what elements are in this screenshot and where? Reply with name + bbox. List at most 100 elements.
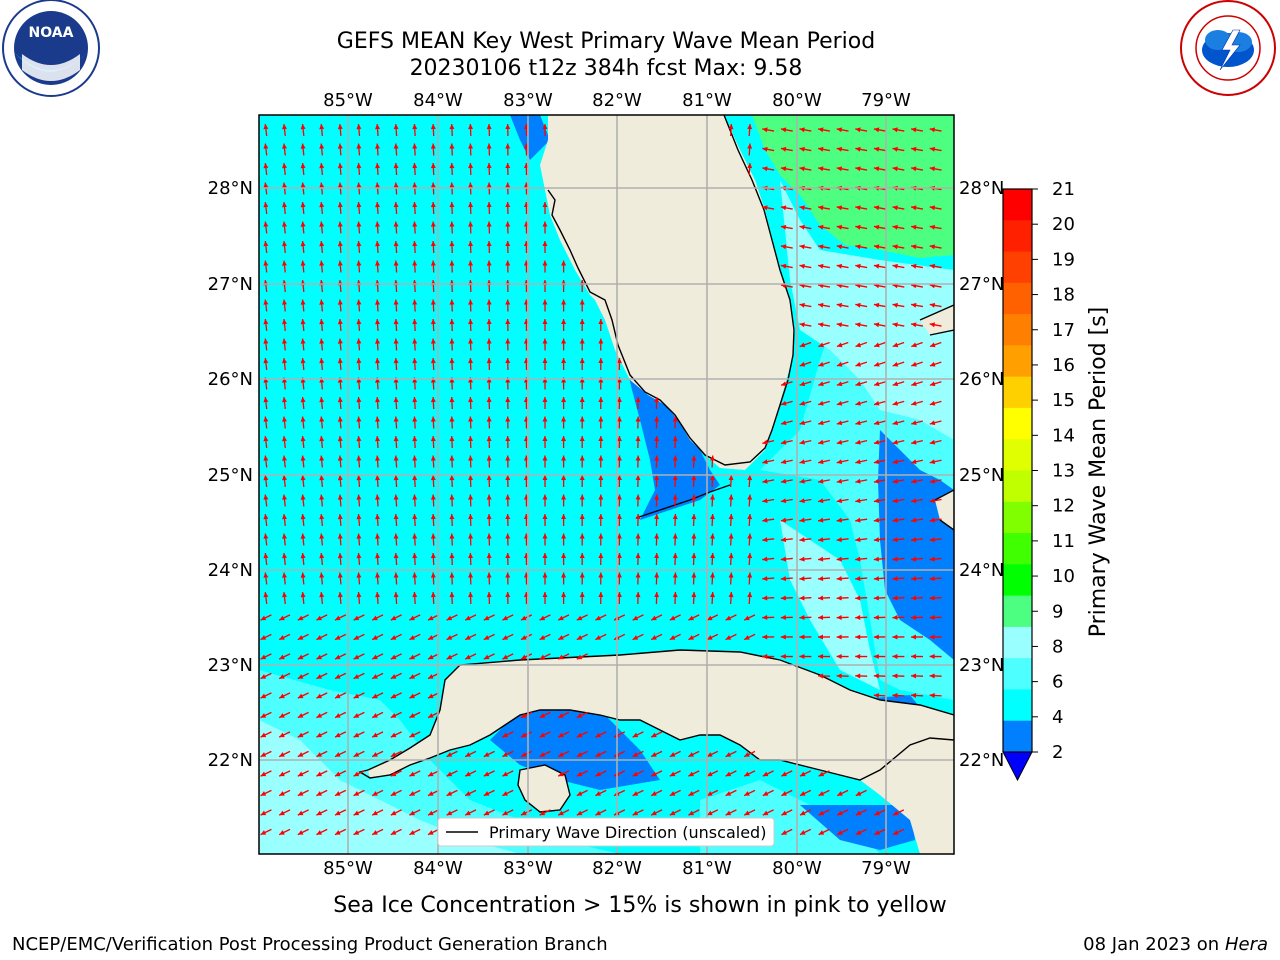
wave-arrowhead [409, 635, 415, 640]
wave-arrowhead [334, 693, 341, 699]
wave-arrowhead [372, 732, 378, 738]
wave-arrowhead [873, 692, 879, 698]
wave-arrowhead [929, 381, 936, 387]
wave-arrowhead [334, 752, 341, 757]
wave-arrowhead [781, 810, 787, 816]
wave-arrowhead [356, 455, 362, 461]
wave-arrowhead [744, 810, 750, 816]
wave-arrowhead [334, 732, 341, 738]
wave-arrowhead [635, 553, 641, 559]
wave-arrowhead [654, 494, 660, 500]
wave-arrowhead [747, 533, 753, 539]
wave-arrowhead [430, 572, 436, 578]
wave-arrowhead [873, 459, 880, 465]
wave-arrowhead [706, 791, 713, 796]
wave-arrowhead [334, 615, 341, 621]
wave-arrowhead [412, 260, 418, 266]
wave-arrowhead [356, 553, 362, 559]
wave-arrowhead [616, 416, 622, 422]
wave-arrowhead [929, 634, 935, 640]
wave-arrowhead [911, 166, 917, 172]
wave-arrowhead [505, 202, 511, 208]
colorbar-tick-label: 18 [1052, 285, 1075, 306]
lon-tick-top: 81°W [682, 90, 732, 111]
wave-arrowhead [412, 592, 418, 598]
colorbar-segment [1003, 564, 1032, 597]
wave-arrowhead [799, 537, 805, 543]
wave-arrowhead [353, 791, 360, 796]
wave-arrowhead [393, 358, 399, 364]
wave-arrowhead [836, 224, 843, 230]
wave-arrowhead [762, 771, 769, 777]
wave-arrowhead [598, 533, 604, 539]
wave-arrowhead [561, 494, 567, 500]
wave-arrowhead [539, 635, 546, 640]
wave-arrowhead [539, 810, 546, 816]
wave-arrowhead [542, 358, 548, 364]
wave-arrowhead [542, 592, 548, 598]
wave-arrowhead [282, 124, 287, 130]
wave-arrowhead [855, 224, 861, 230]
wave-arrowhead [855, 556, 861, 562]
wave-arrowhead [505, 416, 511, 422]
wave-arrowhead [375, 163, 381, 169]
wave-arrowhead [635, 514, 641, 520]
wave-arrowhead [263, 163, 269, 169]
wave-arrowhead [263, 592, 269, 598]
wave-arrowhead [762, 810, 769, 816]
wave-arrowhead [818, 830, 825, 835]
wave-arrowhead [263, 455, 269, 461]
wave-arrowhead [337, 221, 343, 227]
wave-arrowhead [393, 592, 399, 598]
wave-arrowhead [855, 459, 861, 465]
wave-arrowhead [260, 732, 267, 738]
wave-arrowhead [818, 361, 824, 367]
wave-arrowhead [836, 322, 843, 328]
wave-arrowhead [836, 127, 843, 133]
wave-arrowhead [911, 244, 917, 250]
wave-arrowhead [747, 592, 753, 598]
wave-arrowhead [263, 436, 269, 442]
wave-arrowhead [874, 810, 880, 816]
colorbar-tick-label: 13 [1052, 461, 1075, 482]
wave-arrowhead [855, 595, 861, 601]
wave-arrowhead [337, 436, 343, 442]
noaa-logo: NOAA [2, 0, 100, 97]
wave-arrowhead [911, 498, 917, 504]
wave-arrowhead [334, 830, 341, 835]
wave-arrowhead [468, 397, 474, 403]
wave-arrowhead [430, 553, 436, 559]
wave-arrowhead [430, 475, 436, 481]
wave-arrowhead [505, 514, 511, 520]
wave-arrowhead [505, 397, 511, 403]
wave-arrowhead [427, 713, 434, 718]
wave-arrowhead [911, 381, 917, 387]
wave-arrowhead [892, 576, 898, 582]
wave-arrowhead [892, 556, 898, 562]
wave-arrowhead [558, 771, 564, 777]
wave-arrowhead [430, 260, 436, 266]
wave-arrowhead [505, 533, 511, 539]
wave-arrowhead [818, 537, 824, 543]
noaa-logo-text: NOAA [29, 25, 74, 41]
wave-arrowhead [651, 771, 657, 777]
lat-tick-left: 23°N [208, 655, 253, 676]
wave-arrowhead [728, 475, 734, 481]
wave-arrowhead [616, 397, 622, 403]
wave-arrowhead [595, 791, 601, 796]
wave-arrowhead [799, 459, 805, 465]
wave-arrowhead [353, 810, 360, 816]
wave-arrowhead [319, 397, 325, 403]
wave-arrowhead [780, 439, 787, 445]
wave-arrowhead [892, 244, 898, 250]
wave-arrowhead [836, 498, 843, 504]
wave-arrowhead [818, 127, 824, 133]
wave-arrowhead [654, 455, 660, 461]
wave-arrowhead [430, 124, 436, 130]
wave-arrowhead [836, 166, 843, 172]
wave-arrowhead [598, 494, 604, 500]
wave-arrowhead [818, 498, 824, 504]
wave-arrowhead [799, 127, 805, 133]
wave-arrowhead [855, 791, 862, 796]
